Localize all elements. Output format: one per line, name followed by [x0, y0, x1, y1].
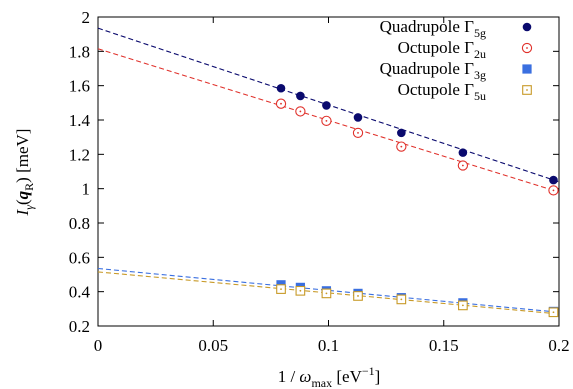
- data-point: [321, 288, 332, 299]
- x-tick-label: 0: [94, 336, 103, 355]
- data-point: [457, 160, 469, 171]
- data-point: [322, 101, 331, 110]
- data-point: [549, 175, 558, 185]
- y-tick-label: 0.4: [69, 283, 91, 302]
- data-point: [276, 83, 286, 93]
- data-point: [353, 291, 363, 301]
- fit-lines: [97, 27, 560, 315]
- x-label-unit-close: ]: [375, 367, 381, 386]
- y-tick-label: 1.6: [69, 77, 90, 96]
- legend-label: Octupole Γ2u: [398, 38, 486, 61]
- y-axis-ticks: 0.2 0.4 0.6 0.8 1 1.2 1.4 1.6 1.8 2: [69, 8, 559, 336]
- data-point: [296, 91, 305, 101]
- fit-line: [97, 267, 560, 313]
- data-point: [458, 300, 468, 311]
- legend-marker: [522, 64, 532, 74]
- fit-line: [97, 271, 560, 315]
- y-label-sub1: γ: [22, 205, 36, 210]
- x-label-sup: −1: [362, 364, 375, 378]
- x-tick-label: 0.1: [318, 336, 339, 355]
- legend-marker: [521, 42, 533, 54]
- plot-area: 0 0.05 0.1 0.15 0.2 0.2 0.4 0.6 0.8 1 1.2 1.4 1.6 1.…: [69, 8, 570, 355]
- y-label-close: ): [13, 177, 32, 183]
- data-markers: [275, 83, 559, 318]
- x-label-text: 1 /: [278, 367, 300, 386]
- legend-label: Quadrupole Γ5g: [380, 17, 486, 40]
- data-point: [352, 127, 364, 139]
- data-point: [458, 148, 468, 157]
- x-label-unit-open: [eV: [332, 367, 362, 386]
- y-label-bold: q: [13, 190, 32, 199]
- data-point: [295, 106, 306, 117]
- data-point: [321, 115, 332, 127]
- y-label-open: (: [13, 199, 32, 205]
- y-tick-label: 1.8: [69, 42, 90, 61]
- data-point: [276, 284, 286, 294]
- y-tick-label: 1.2: [69, 145, 90, 164]
- y-tick-label: 1: [82, 180, 91, 199]
- legend-label: Octupole Γ5u: [398, 80, 486, 103]
- x-label-symbol: ω: [299, 367, 311, 386]
- x-tick-label: 0.2: [548, 336, 569, 355]
- plot-frame: [97, 16, 560, 327]
- y-label-unit: [meV]: [13, 129, 32, 178]
- data-point: [548, 307, 559, 318]
- legend-entry: Octupole Γ2u: [398, 38, 533, 61]
- x-tick-label: 0.05: [198, 336, 228, 355]
- data-point: [397, 128, 406, 138]
- y-tick-label: 0.6: [69, 248, 90, 267]
- x-axis-ticks: 0 0.05 0.1 0.15 0.2: [94, 17, 570, 355]
- y-tick-label: 0.2: [69, 317, 90, 336]
- data-point: [353, 113, 363, 122]
- x-tick-label: 0.15: [429, 336, 459, 355]
- data-point: [275, 98, 287, 109]
- y-tick-label: 0.8: [69, 214, 90, 233]
- y-label-symbol: I: [13, 208, 32, 216]
- data-point: [295, 285, 306, 296]
- y-axis-label: Iγ(qR) [meV]: [13, 129, 36, 217]
- legend-entry: Quadrupole Γ5g: [380, 17, 532, 40]
- data-point: [548, 185, 559, 196]
- legend-marker: [522, 22, 532, 32]
- x-axis-label: 1 / ωmax [eV−1]: [278, 364, 381, 389]
- data-point: [396, 141, 407, 152]
- y-tick-label: 2: [82, 8, 91, 27]
- data-point: [396, 294, 407, 305]
- legend-label: Quadrupole Γ3g: [380, 59, 486, 82]
- legend-entry: Quadrupole Γ3g: [380, 59, 532, 82]
- x-label-sub: max: [311, 376, 332, 389]
- y-label-sub2: R: [22, 183, 36, 191]
- legend-entry: Octupole Γ5u: [398, 80, 532, 103]
- y-tick-label: 1.4: [69, 111, 91, 130]
- legend-marker: [522, 85, 532, 95]
